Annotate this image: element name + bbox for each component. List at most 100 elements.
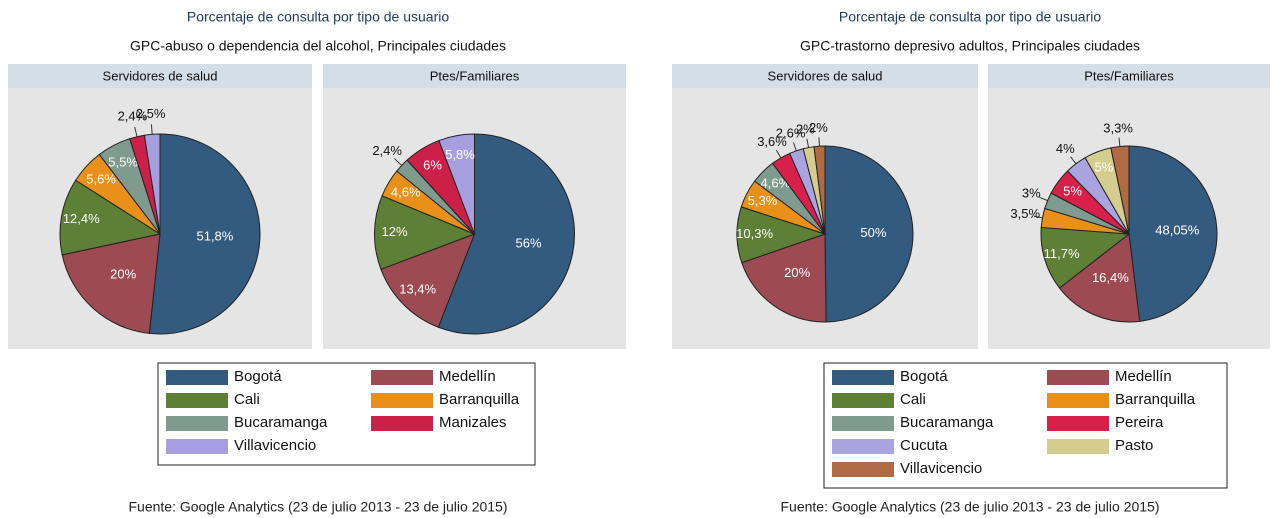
- value-label: 6%: [423, 157, 442, 172]
- leader-line: [134, 126, 138, 137]
- leader-line: [775, 150, 782, 159]
- value-label: 51,8%: [196, 228, 233, 243]
- value-label: 13,4%: [399, 282, 436, 297]
- value-label: 56%: [516, 236, 542, 251]
- value-label: 5,3%: [748, 193, 778, 208]
- value-label: 5%: [1063, 183, 1082, 198]
- pie-slice: [437, 133, 575, 335]
- value-label: 11,7%: [1044, 246, 1080, 261]
- value-label: 5%: [1094, 160, 1113, 175]
- pie-slice: [741, 233, 827, 323]
- legend-label: Barranquilla: [439, 391, 520, 408]
- legend-swatch: [166, 393, 228, 408]
- panel-header: [988, 64, 1270, 88]
- pie-slice: [1058, 233, 1141, 323]
- pie-slice: [148, 133, 261, 335]
- legend-swatch: [166, 439, 228, 454]
- value-label: 4,6%: [391, 185, 421, 200]
- legend-label: Villavicencio: [900, 460, 982, 477]
- value-label: 2%: [809, 120, 828, 135]
- value-label: 3,3%: [1103, 120, 1133, 135]
- value-label: 4%: [1056, 141, 1075, 156]
- legend-label: Bogotá: [900, 368, 948, 385]
- chart-title: Porcentaje de consulta por tipo de usuar…: [187, 9, 449, 25]
- chart-subtitle: GPC-trastorno depresivo adultos, Princip…: [800, 38, 1140, 54]
- leader-line: [394, 158, 403, 166]
- value-label: 3%: [1022, 185, 1041, 200]
- source-note: Fuente: Google Analytics (23 de julio 20…: [128, 499, 507, 515]
- panel-title: Ptes/Familiares: [1084, 68, 1174, 83]
- value-label: 12,4%: [63, 211, 100, 226]
- leader-line: [806, 138, 810, 148]
- value-label: 4,6%: [761, 176, 791, 191]
- pie-slice: [59, 179, 162, 256]
- leader-line: [1070, 156, 1077, 165]
- value-label: 2,5%: [136, 106, 166, 121]
- legend-label: Bucaramanga: [234, 414, 328, 431]
- value-label: 3,6%: [757, 134, 787, 149]
- leader-line: [1039, 196, 1048, 202]
- value-label: 2%: [796, 122, 815, 137]
- legend-swatch: [832, 370, 894, 385]
- value-label: 5,6%: [86, 171, 116, 186]
- legend-swatch: [166, 416, 228, 431]
- leader-line: [150, 124, 153, 135]
- panel-header: [8, 64, 312, 88]
- panel-header: [672, 64, 978, 88]
- value-label: 2,4%: [372, 143, 402, 158]
- legend-label: Pasto: [1115, 437, 1153, 454]
- legend-label: Bogotá: [234, 368, 282, 385]
- legend-label: Cucuta: [900, 437, 948, 454]
- legend-swatch: [832, 416, 894, 431]
- legend-label: Villavicencio: [234, 437, 316, 454]
- leader-line: [793, 142, 797, 151]
- pie-slice: [824, 145, 914, 323]
- legend-label: Cali: [234, 391, 260, 408]
- panel-header: [323, 64, 626, 88]
- pie-slice: [61, 233, 161, 334]
- pie-slice: [1128, 145, 1218, 322]
- value-label: 5,5%: [108, 154, 138, 169]
- chart-subtitle: GPC-abuso o dependencia del alcohol, Pri…: [130, 38, 506, 54]
- value-label: 2,4%: [118, 109, 148, 124]
- value-label: 20%: [784, 265, 810, 280]
- pie-slice: [380, 233, 476, 328]
- legend-swatch: [832, 462, 894, 477]
- panel-title: Servidores de salud: [768, 68, 883, 83]
- legend-swatch: [166, 370, 228, 385]
- value-label: 10,3%: [736, 226, 773, 241]
- value-label: 20%: [110, 266, 136, 281]
- leader-line: [818, 137, 820, 147]
- pie-slice: [374, 195, 476, 270]
- legend-swatch: [832, 439, 894, 454]
- legend-swatch: [371, 416, 433, 431]
- value-label: 3,5%: [1010, 206, 1040, 221]
- value-label: 12%: [381, 224, 407, 239]
- legend-label: Barranquilla: [1115, 391, 1196, 408]
- legend-label: Cali: [900, 391, 926, 408]
- value-label: 48,05%: [1155, 223, 1200, 238]
- legend-swatch: [371, 393, 433, 408]
- chart-title: Porcentaje de consulta por tipo de usuar…: [839, 9, 1101, 25]
- panel-title: Servidores de salud: [103, 68, 218, 83]
- legend-swatch: [371, 370, 433, 385]
- value-label: 16,4%: [1092, 270, 1129, 285]
- legend-swatch: [1047, 416, 1109, 431]
- legend-swatch: [1047, 393, 1109, 408]
- panel-title: Ptes/Familiares: [430, 68, 520, 83]
- legend-label: Medellín: [439, 368, 496, 385]
- leader-line: [1118, 137, 1121, 147]
- leader-line: [1033, 215, 1043, 219]
- legend-label: Medellín: [1115, 368, 1172, 385]
- pie-slice: [1040, 226, 1131, 289]
- source-note: Fuente: Google Analytics (23 de julio 20…: [780, 499, 1159, 515]
- legend-swatch: [1047, 439, 1109, 454]
- legend-swatch: [832, 393, 894, 408]
- pie-slice: [1110, 145, 1130, 235]
- legend-swatch: [1047, 370, 1109, 385]
- legend-label: Manizales: [439, 414, 507, 431]
- value-label: 5,8%: [445, 147, 475, 162]
- legend-label: Bucaramanga: [900, 414, 994, 431]
- pie-slice: [438, 133, 475, 235]
